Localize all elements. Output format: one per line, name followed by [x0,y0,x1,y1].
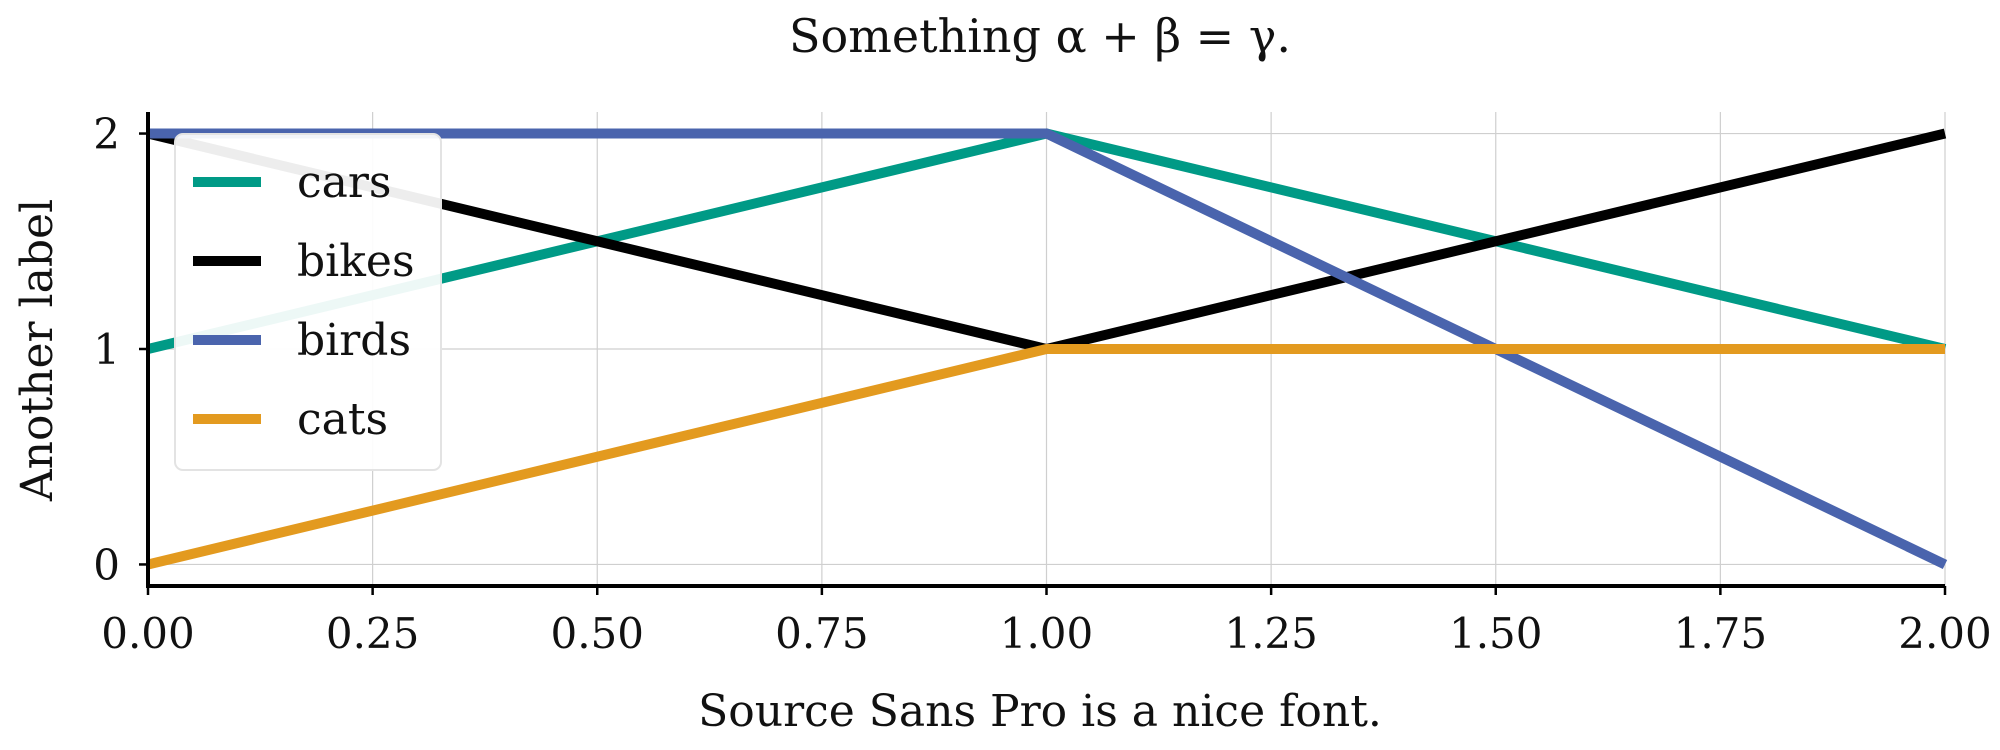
legend-box [174,133,442,471]
x-tick-label-6: 1.50 [1449,609,1543,658]
tick-labels: 0.00 0.25 0.50 0.75 1.00 1.25 1.50 1.75 2.00 0 1 2 [93,110,1991,658]
legend-label-cars: cars [297,157,392,208]
legend-label-cats: cats [297,394,388,445]
x-tick-label-3: 0.75 [775,609,869,658]
x-tick-label-2: 0.50 [550,609,644,658]
chart-title: Something α + β = γ. [789,9,1291,63]
y-tick-label-1: 1 [93,325,120,374]
y-axis-label: Another label [12,199,63,502]
x-tick-label-1: 0.25 [326,609,420,658]
x-tick-label-8: 2.00 [1898,609,1992,658]
x-tick-label-5: 1.25 [1224,609,1318,658]
x-axis-label: Source Sans Pro is a nice font. [698,686,1382,737]
x-tick-label-4: 1.00 [1000,609,1094,658]
y-tick-label-0: 0 [93,540,120,589]
series-line-birds [148,128,1948,569]
series-lines [146,128,1948,570]
axes [139,112,1947,595]
legend-label-bikes: bikes [297,236,415,287]
legend-label-birds: birds [297,315,411,366]
x-tick-label-7: 1.75 [1674,609,1768,658]
x-tick-label-0: 0.00 [101,609,195,658]
legend: cars bikes birds cats [174,133,442,471]
series-line-cats [146,344,1945,570]
y-tick-label-2: 2 [93,110,120,159]
